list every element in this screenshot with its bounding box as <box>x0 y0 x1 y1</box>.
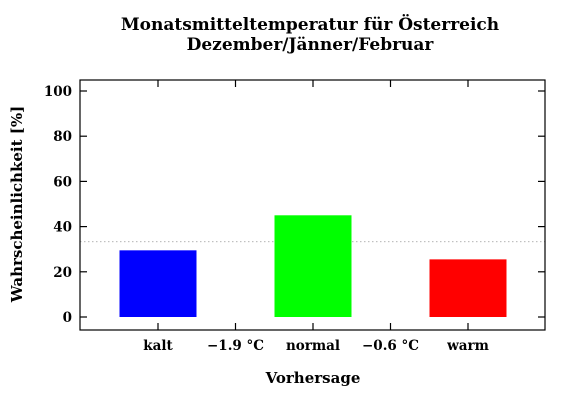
y-tick-label-2: 40 <box>53 220 72 236</box>
x-tick-label-4: warm <box>446 338 489 354</box>
x-tick-label-2: normal <box>286 338 340 354</box>
x-tick-label-1: −1.9 °C <box>207 338 264 354</box>
x-axis-label: Vorhersage <box>265 369 361 387</box>
x-tick-label-0: kalt <box>143 338 173 354</box>
y-tick-label-5: 100 <box>44 84 72 100</box>
chart-title: Monatsmitteltemperatur für Österreich <box>121 14 499 35</box>
x-tick-label-3: −0.6 °C <box>362 338 419 354</box>
bar-warm <box>429 259 507 317</box>
y-tick-label-1: 20 <box>53 265 72 281</box>
bar-normal <box>274 215 352 317</box>
chart-subtitle: Dezember/Jänner/Februar <box>187 35 435 55</box>
y-axis-label: Wahrscheinlichkeit [%] <box>8 106 26 303</box>
y-tick-label-0: 0 <box>63 310 72 326</box>
y-tick-label-4: 80 <box>53 129 72 145</box>
y-axis: 0 20 40 60 80 100 <box>44 84 545 326</box>
bar-kalt <box>119 250 197 317</box>
bars <box>119 215 507 317</box>
y-tick-label-3: 60 <box>53 174 72 190</box>
plot-area: 0 20 40 60 80 100 kalt −1.9 °C normal −0.6 °C war… <box>44 79 546 354</box>
x-axis: kalt −1.9 °C normal −0.6 °C warm <box>143 80 489 354</box>
